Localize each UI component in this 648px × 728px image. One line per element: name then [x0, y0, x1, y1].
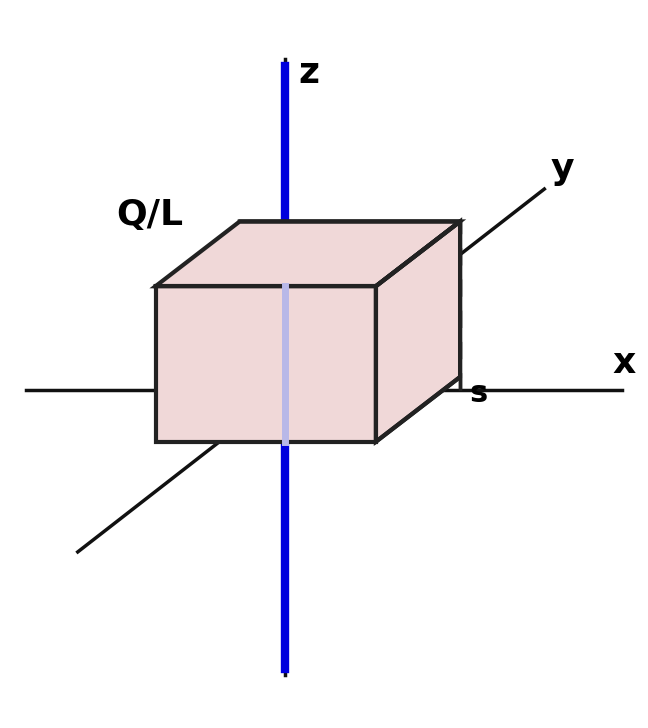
Text: s: s	[470, 379, 488, 408]
Text: y: y	[551, 152, 574, 186]
Polygon shape	[156, 286, 376, 442]
Polygon shape	[156, 221, 460, 286]
Polygon shape	[376, 221, 460, 442]
Text: Q/L: Q/L	[117, 198, 183, 232]
Text: z: z	[298, 56, 319, 90]
Text: x: x	[612, 347, 636, 380]
